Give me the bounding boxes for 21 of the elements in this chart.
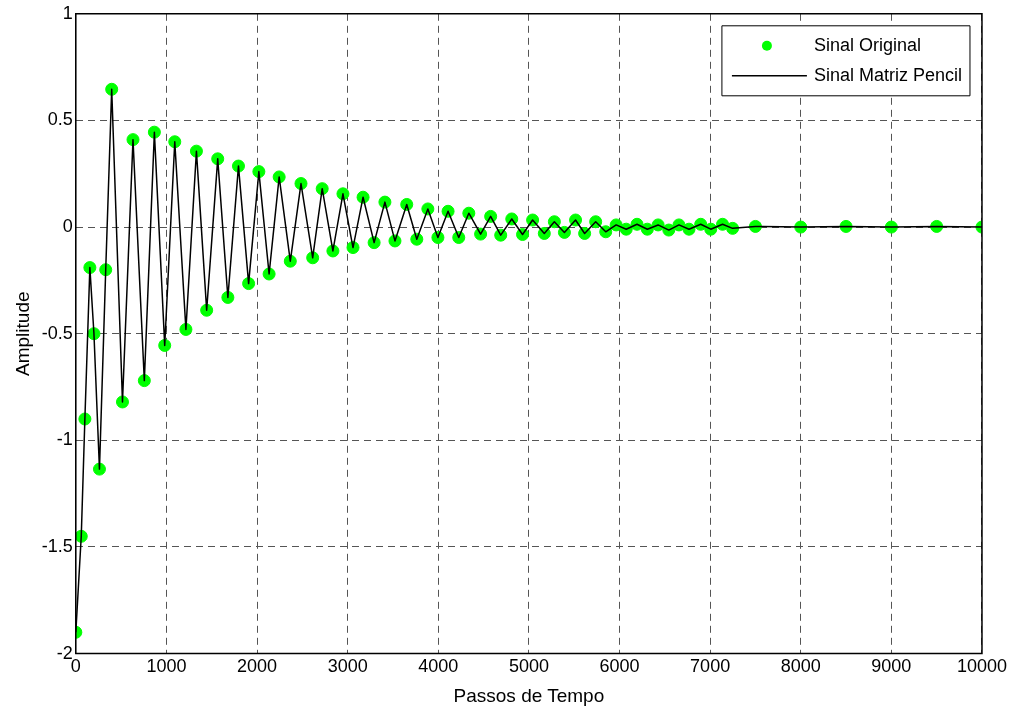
y-tick-label: 0 [62, 216, 73, 237]
x-axis-title: Passos de Tempo [453, 684, 605, 706]
y-tick-label: -1 [56, 429, 73, 450]
legend-label: Sinal Matriz Pencil [813, 64, 962, 85]
x-tick-label: 4000 [418, 656, 459, 677]
y-tick-label: 0.5 [47, 109, 73, 130]
y-tick-label: -1.5 [41, 535, 73, 556]
x-tick-label: 9000 [871, 656, 912, 677]
x-tick-label: 7000 [690, 656, 731, 677]
y-axis-title: Amplitude [11, 291, 33, 376]
x-tick-label: 3000 [327, 656, 368, 677]
x-tick-label: 1000 [146, 656, 187, 677]
x-tick-label: 10000 [956, 656, 1007, 677]
y-tick-label: 1 [62, 2, 73, 23]
x-tick-label: 5000 [508, 656, 549, 677]
x-tick-label: 2000 [237, 656, 278, 677]
y-tick-label: -2 [56, 642, 73, 663]
legend-label: Sinal Original [813, 34, 921, 55]
x-tick-label: 6000 [599, 656, 640, 677]
x-tick-label: 8000 [780, 656, 821, 677]
y-tick-label: -0.5 [41, 322, 73, 343]
